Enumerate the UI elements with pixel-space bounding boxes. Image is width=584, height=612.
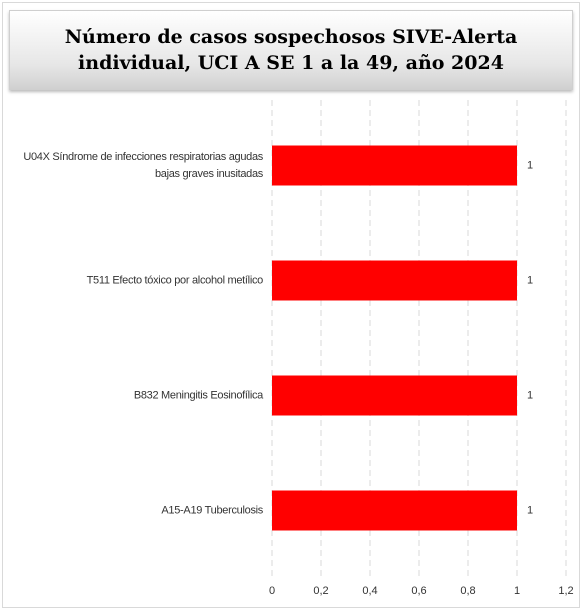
- bar: [272, 260, 517, 301]
- x-tick-label: 1,2: [558, 585, 573, 597]
- y-tick-label: U04X Síndrome de infecciones respiratori…: [23, 150, 263, 180]
- bar: [272, 375, 517, 416]
- x-tick-label: 0,6: [411, 585, 426, 597]
- x-tick-label: 0: [269, 585, 275, 597]
- x-tick-label: 1: [514, 585, 520, 597]
- chart-title: Número de casos sospechosos SIVE-Alerta …: [9, 10, 573, 90]
- y-tick-label: T511 Efecto tóxico por alcohol metílico: [86, 274, 264, 286]
- bar: [272, 490, 517, 531]
- data-label: 1: [527, 389, 533, 401]
- y-tick-label: A15-A19 Tuberculosis: [161, 504, 263, 516]
- bar: [272, 145, 517, 186]
- data-label: 1: [527, 504, 533, 516]
- x-tick-label: 0,4: [362, 585, 377, 597]
- x-tick-label: 0,8: [460, 585, 475, 597]
- y-tick-label: B832 Meningitis Eosinofílica: [133, 389, 263, 401]
- x-tick-label: 0,2: [313, 585, 328, 597]
- data-label: 1: [527, 159, 533, 171]
- data-label: 1: [527, 274, 533, 286]
